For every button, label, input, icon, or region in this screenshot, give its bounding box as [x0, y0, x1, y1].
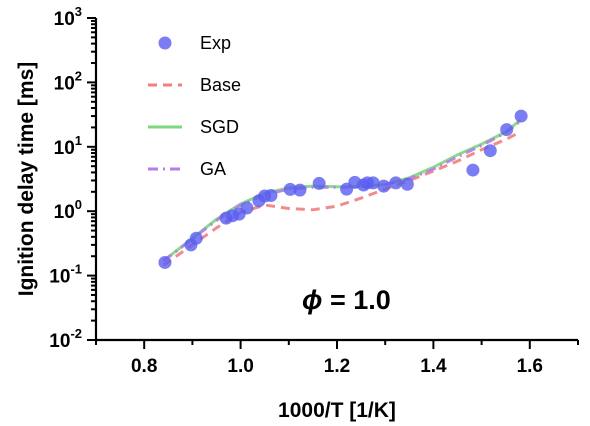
y-tick-label: 102 [54, 68, 82, 94]
exp-data-point [400, 177, 414, 191]
y-tick-label: 10-1 [49, 262, 82, 288]
legend-exp-label: Exp [200, 33, 231, 53]
y-tick-label: 103 [54, 4, 82, 30]
exp-data-point [500, 123, 514, 137]
x-tick-label: 1.6 [517, 356, 543, 377]
x-axis-title: 1000/T [1/K] [278, 399, 396, 422]
x-tick-label: 1.2 [324, 356, 350, 377]
exp-data-point [514, 109, 528, 123]
x-tick-label: 1.0 [227, 356, 253, 377]
legend-base-label: Base [200, 75, 241, 95]
exp-data-point [240, 201, 254, 215]
exp-data-point [483, 144, 497, 158]
y-tick-label: 10-2 [49, 326, 82, 352]
y-tick-label: 101 [54, 133, 82, 159]
exp-data-point [389, 176, 403, 190]
exp-data-point [158, 255, 172, 269]
exp-data-point [466, 163, 480, 177]
exp-data-point [293, 183, 307, 197]
legend-sgd-label: SGD [200, 117, 239, 137]
legend-ga-label: GA [200, 159, 226, 179]
exp-data-point [377, 179, 391, 193]
phi-annotation: ϕ = 1.0 [302, 285, 391, 315]
exp-data-point [264, 189, 278, 203]
y-axis-title: Ignition delay time [ms] [15, 62, 38, 297]
legend-exp-marker [158, 36, 172, 50]
exp-data-point [189, 231, 203, 245]
y-tick-label: 100 [54, 197, 82, 223]
exp-data-point [366, 176, 380, 190]
exp-data-point [283, 182, 297, 196]
exp-data-point [312, 176, 326, 190]
x-tick-label: 1.4 [420, 356, 447, 377]
x-tick-label: 0.8 [131, 356, 157, 377]
